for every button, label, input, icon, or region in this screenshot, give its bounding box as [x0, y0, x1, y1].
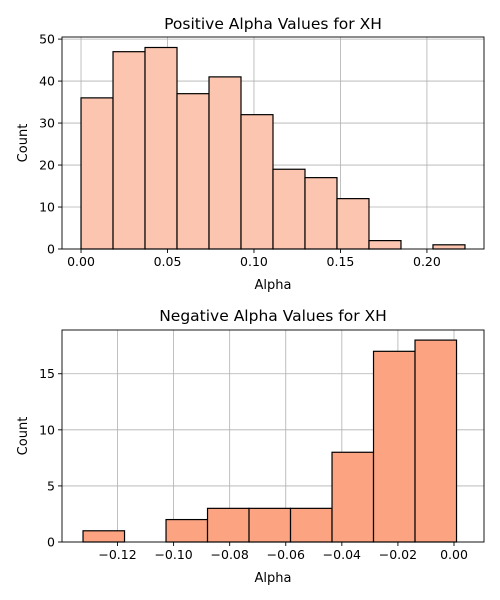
histogram-bar — [368, 240, 402, 250]
histogram-bar — [112, 51, 146, 250]
histogram-bar — [372, 350, 416, 543]
y-tick-label: 0 — [47, 242, 55, 257]
histogram-bar — [248, 507, 292, 543]
x-tick-label: 0.10 — [240, 254, 268, 269]
histogram-bar — [240, 114, 274, 250]
negative-alpha-histogram: −0.12 −0.10 −0.08 −0.06 −0.04 −0.02 0.00 0 5 10 15… — [16, 307, 485, 586]
chart-title: Negative Alpha Values for XH — [159, 307, 387, 325]
x-tick-label: 0.20 — [413, 254, 441, 269]
histogram-bar — [176, 93, 210, 250]
x-tick-label: −0.02 — [379, 547, 417, 562]
x-tick-label: −0.12 — [98, 547, 136, 562]
x-axis-label: Alpha — [255, 278, 292, 293]
y-tick-label: 10 — [39, 200, 55, 215]
histogram-bar — [331, 451, 375, 543]
histogram-bar — [80, 97, 114, 250]
y-tick-label: 20 — [39, 158, 55, 173]
axes-frame — [61, 329, 485, 543]
x-tick-label: −0.10 — [154, 547, 192, 562]
y-tick-label: 15 — [39, 366, 55, 381]
histogram-bar — [208, 76, 242, 250]
y-tick-label: 50 — [39, 32, 55, 47]
histogram-bar — [289, 507, 333, 543]
y-tick-label: 10 — [39, 422, 55, 437]
y-tick-label: 40 — [39, 74, 55, 89]
y-axis-label: Count — [16, 124, 31, 163]
x-tick-label: −0.06 — [267, 547, 305, 562]
x-axis-label: Alpha — [255, 571, 292, 586]
x-tick-label: 0.00 — [440, 547, 468, 562]
histogram-bar — [144, 46, 178, 250]
y-tick-label: 0 — [47, 535, 55, 550]
chart-title: Positive Alpha Values for XH — [164, 15, 382, 33]
y-tick-label: 30 — [39, 116, 55, 131]
x-tick-label: 0.05 — [154, 254, 182, 269]
histogram-bar — [165, 518, 209, 543]
x-tick-label: 0.00 — [67, 254, 95, 269]
axes-frame — [61, 36, 485, 250]
histogram-bar — [206, 507, 250, 543]
x-tick-label: 0.15 — [327, 254, 355, 269]
histogram-bar — [272, 168, 306, 250]
histogram-bar — [336, 198, 370, 250]
histogram-bar — [82, 530, 126, 543]
x-tick-label: −0.04 — [323, 547, 361, 562]
histogram-bar — [432, 244, 466, 250]
x-tick-label: −0.08 — [211, 547, 249, 562]
histogram-bar — [414, 339, 458, 543]
histogram-bar — [304, 177, 338, 250]
y-axis-label: Count — [16, 417, 31, 456]
y-tick-label: 5 — [47, 478, 55, 493]
positive-alpha-histogram: 0.00 0.05 0.10 0.15 0.20 0 10 20 30 40 50 Alpha Coun… — [16, 15, 485, 293]
